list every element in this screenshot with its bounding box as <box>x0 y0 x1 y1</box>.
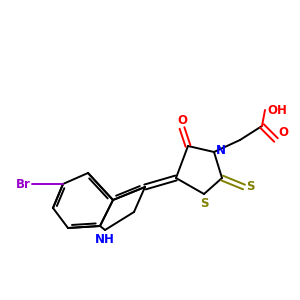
Text: O: O <box>278 126 288 139</box>
Text: S: S <box>246 181 254 194</box>
Text: Br: Br <box>16 178 31 190</box>
Text: S: S <box>200 197 208 210</box>
Text: NH: NH <box>95 233 115 246</box>
Text: N: N <box>216 145 226 158</box>
Text: O: O <box>177 114 187 127</box>
Text: OH: OH <box>267 103 287 116</box>
